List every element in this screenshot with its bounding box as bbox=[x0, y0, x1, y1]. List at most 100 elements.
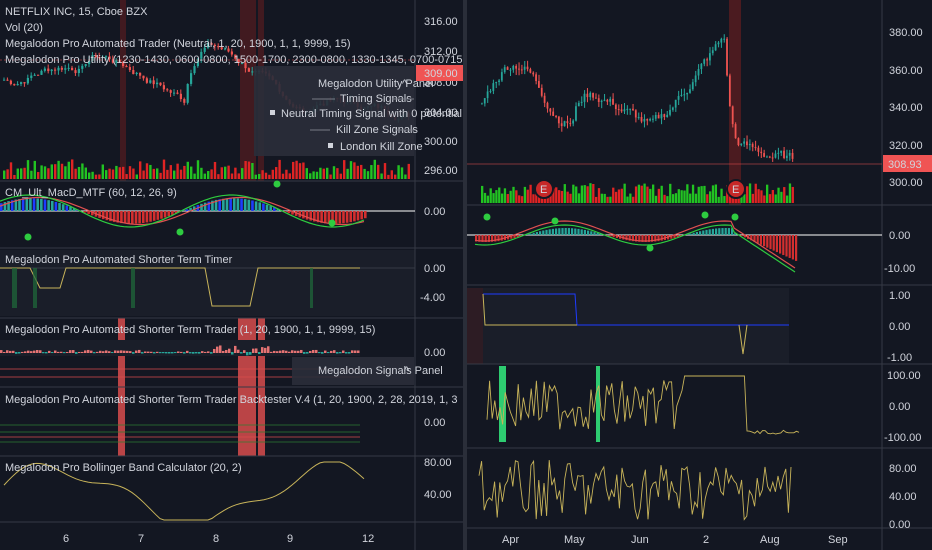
oscillator-bar bbox=[246, 352, 249, 356]
kill-zone-checkbox-icon[interactable] bbox=[328, 143, 333, 148]
volume-bar bbox=[166, 169, 169, 179]
collapse-chevron-icon[interactable]: ^ bbox=[402, 78, 408, 90]
histogram-bar bbox=[40, 198, 43, 211]
oscillator-bar bbox=[342, 350, 345, 353]
volume-bar bbox=[523, 186, 527, 203]
st-trader-legend[interactable]: Megalodon Pro Automated Shorter Term Tra… bbox=[5, 324, 375, 336]
histogram-bar bbox=[98, 211, 101, 218]
candle bbox=[64, 68, 67, 70]
candle bbox=[16, 83, 19, 86]
backtester-legend[interactable]: Megalodon Pro Automated Shorter Term Tra… bbox=[5, 394, 458, 406]
candle bbox=[766, 156, 768, 158]
volume-bar bbox=[620, 188, 623, 203]
histogram-bar bbox=[625, 235, 628, 241]
symbol-legend[interactable]: NETFLIX INC, 15, Cboe BZX bbox=[5, 6, 148, 18]
volume-bar bbox=[6, 169, 9, 179]
histogram-bar bbox=[3, 202, 7, 211]
candle bbox=[720, 38, 723, 43]
oscillator-bar bbox=[339, 352, 342, 354]
utility-panel[interactable]: Megalodon Utility Panel ^ Timing Signals… bbox=[254, 66, 463, 156]
time-tick: 9 bbox=[287, 533, 293, 545]
right-price-axis[interactable]: 380.00 360.00 340.00 320.00 300.00 308.9… bbox=[883, 27, 932, 189]
candle bbox=[674, 99, 677, 108]
volume-bar bbox=[397, 165, 400, 179]
candle bbox=[723, 38, 726, 40]
timing-signals-header: Timing Signals bbox=[340, 93, 412, 105]
volume-bar bbox=[108, 168, 111, 179]
utility-panel-title: Megalodon Utility Panel bbox=[318, 78, 434, 90]
histogram-bar bbox=[734, 232, 737, 235]
candle bbox=[788, 152, 791, 156]
histogram-bar bbox=[679, 235, 682, 237]
histogram-bar bbox=[750, 235, 753, 241]
time-tick: 2 bbox=[703, 534, 709, 546]
left-chart-canvas[interactable]: Megalodon Utility Panel ^ Timing Signals… bbox=[0, 0, 463, 550]
candle bbox=[620, 109, 623, 112]
histogram-bar bbox=[273, 207, 276, 211]
oscillator-bar bbox=[249, 352, 252, 355]
candle bbox=[671, 107, 674, 110]
histogram-bar bbox=[615, 235, 618, 239]
candle bbox=[549, 108, 552, 112]
right-chart[interactable]: E E 380.00 360.00 340.00 320.00 300.00 3… bbox=[467, 0, 932, 550]
oscillator-bar bbox=[102, 351, 105, 353]
volume-bar bbox=[597, 188, 601, 203]
volume-bar bbox=[60, 163, 64, 179]
histogram-bar bbox=[551, 228, 554, 235]
candle bbox=[520, 69, 523, 71]
oscillator-bar bbox=[234, 345, 237, 353]
candle bbox=[552, 111, 555, 116]
timer-legend[interactable]: Megalodon Pro Automated Shorter Term Tim… bbox=[5, 254, 233, 266]
utility-legend[interactable]: Megalodon Pro Utility (1230-1430, 0600-0… bbox=[5, 54, 463, 66]
indicator-plate bbox=[467, 288, 789, 364]
earnings-marker[interactable]: E bbox=[726, 179, 746, 199]
volume-bar bbox=[50, 164, 53, 179]
chart-divider[interactable] bbox=[463, 0, 467, 550]
left-time-axis[interactable]: 6 7 8 9 12 bbox=[63, 533, 374, 545]
bollinger-legend[interactable]: Megalodon Pro Bollinger Band Calculator … bbox=[5, 462, 242, 474]
candle bbox=[540, 87, 543, 96]
volume-bar bbox=[404, 174, 407, 179]
candle bbox=[74, 70, 77, 74]
candle bbox=[646, 119, 649, 121]
earnings-marker[interactable]: E bbox=[534, 179, 554, 199]
volume-bar bbox=[366, 171, 370, 179]
macd-legend[interactable]: CM_Ult_MacD_MTF (60, 12, 26, 9) bbox=[5, 187, 177, 199]
oscillator-bar bbox=[54, 350, 57, 353]
oscillator-bar bbox=[96, 351, 99, 353]
candle bbox=[84, 64, 87, 66]
trader-tick: 100.00 bbox=[887, 370, 921, 382]
time-tick: May bbox=[564, 534, 585, 546]
candle bbox=[771, 157, 774, 159]
right-chart-canvas[interactable]: E E 380.00 360.00 340.00 320.00 300.00 3… bbox=[467, 0, 932, 550]
candle bbox=[81, 65, 84, 69]
histogram-bar bbox=[123, 211, 127, 224]
signals-collapse-chevron-icon[interactable]: ^ bbox=[404, 365, 410, 377]
volume-bar bbox=[190, 166, 193, 179]
histogram-bar bbox=[29, 198, 32, 211]
timing-checkbox-icon[interactable] bbox=[270, 110, 275, 115]
volume-bar bbox=[498, 187, 501, 203]
right-time-axis[interactable]: Apr May Jun 2 Aug Sep bbox=[502, 534, 848, 546]
signals-panel[interactable]: Megalodon Signals Panel ^ bbox=[292, 357, 443, 385]
candle bbox=[566, 121, 569, 124]
volume-bar bbox=[520, 196, 524, 203]
volume-bar bbox=[709, 191, 712, 203]
volume-legend[interactable]: Vol (20) bbox=[5, 22, 43, 34]
histogram-bar bbox=[558, 228, 561, 235]
trader-legend[interactable]: Megalodon Pro Automated Trader (Neutral,… bbox=[5, 38, 351, 50]
histogram-bar bbox=[283, 211, 287, 212]
earnings-marker-label: E bbox=[540, 184, 547, 196]
candle bbox=[694, 75, 697, 83]
candle bbox=[50, 69, 53, 72]
left-chart[interactable]: Megalodon Utility Panel ^ Timing Signals… bbox=[0, 0, 463, 550]
time-tick: Jun bbox=[631, 534, 649, 546]
volume-bar bbox=[176, 163, 179, 179]
oscillator-bar bbox=[216, 346, 219, 353]
left-price-axis[interactable]: 316.00 312.00 308.00 304.00 300.00 296.0… bbox=[416, 16, 463, 177]
candle bbox=[54, 69, 57, 71]
candle bbox=[512, 65, 515, 70]
volume-bar bbox=[237, 173, 240, 179]
oscillator-bar bbox=[81, 351, 84, 353]
oscillator-bar bbox=[297, 350, 300, 353]
